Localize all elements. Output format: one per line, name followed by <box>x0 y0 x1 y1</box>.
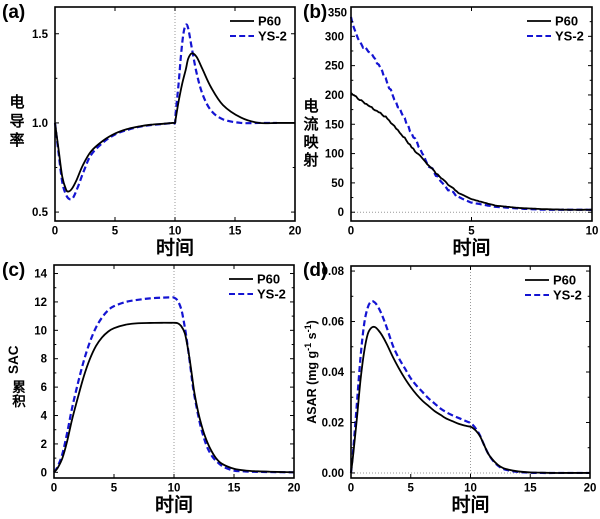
svg-text:100: 100 <box>325 149 344 161</box>
svg-text:200: 200 <box>325 90 344 102</box>
svg-text:0.5: 0.5 <box>32 207 49 219</box>
svg-text:10: 10 <box>34 325 47 337</box>
svg-text:YS-2: YS-2 <box>555 29 584 44</box>
svg-text:0.04: 0.04 <box>322 367 345 379</box>
svg-text:150: 150 <box>325 119 344 131</box>
svg-text:300: 300 <box>325 31 344 43</box>
svg-text:2: 2 <box>41 439 47 451</box>
svg-text:1.5: 1.5 <box>32 29 49 41</box>
svg-text:4: 4 <box>41 411 48 423</box>
svg-text:YS-2: YS-2 <box>257 287 286 302</box>
svg-text:0: 0 <box>338 207 344 219</box>
svg-text:12: 12 <box>34 297 47 309</box>
svg-text:P60: P60 <box>555 14 578 29</box>
svg-text:6: 6 <box>41 382 47 394</box>
svg-text:50: 50 <box>331 178 344 190</box>
svg-text:0: 0 <box>41 467 47 479</box>
svg-text:P60: P60 <box>258 14 281 29</box>
svg-text:0.02: 0.02 <box>322 417 344 429</box>
svg-text:250: 250 <box>325 61 344 73</box>
svg-text:YS-2: YS-2 <box>258 29 287 44</box>
svg-text:YS-2: YS-2 <box>553 288 582 303</box>
svg-text:14: 14 <box>34 269 47 281</box>
svg-text:8: 8 <box>41 354 48 366</box>
svg-text:1.0: 1.0 <box>32 118 48 130</box>
svg-text:P60: P60 <box>257 272 280 287</box>
svg-text:350: 350 <box>328 8 347 20</box>
svg-text:P60: P60 <box>553 273 576 288</box>
svg-text:0.00: 0.00 <box>322 468 344 480</box>
svg-text:0.06: 0.06 <box>322 317 344 329</box>
